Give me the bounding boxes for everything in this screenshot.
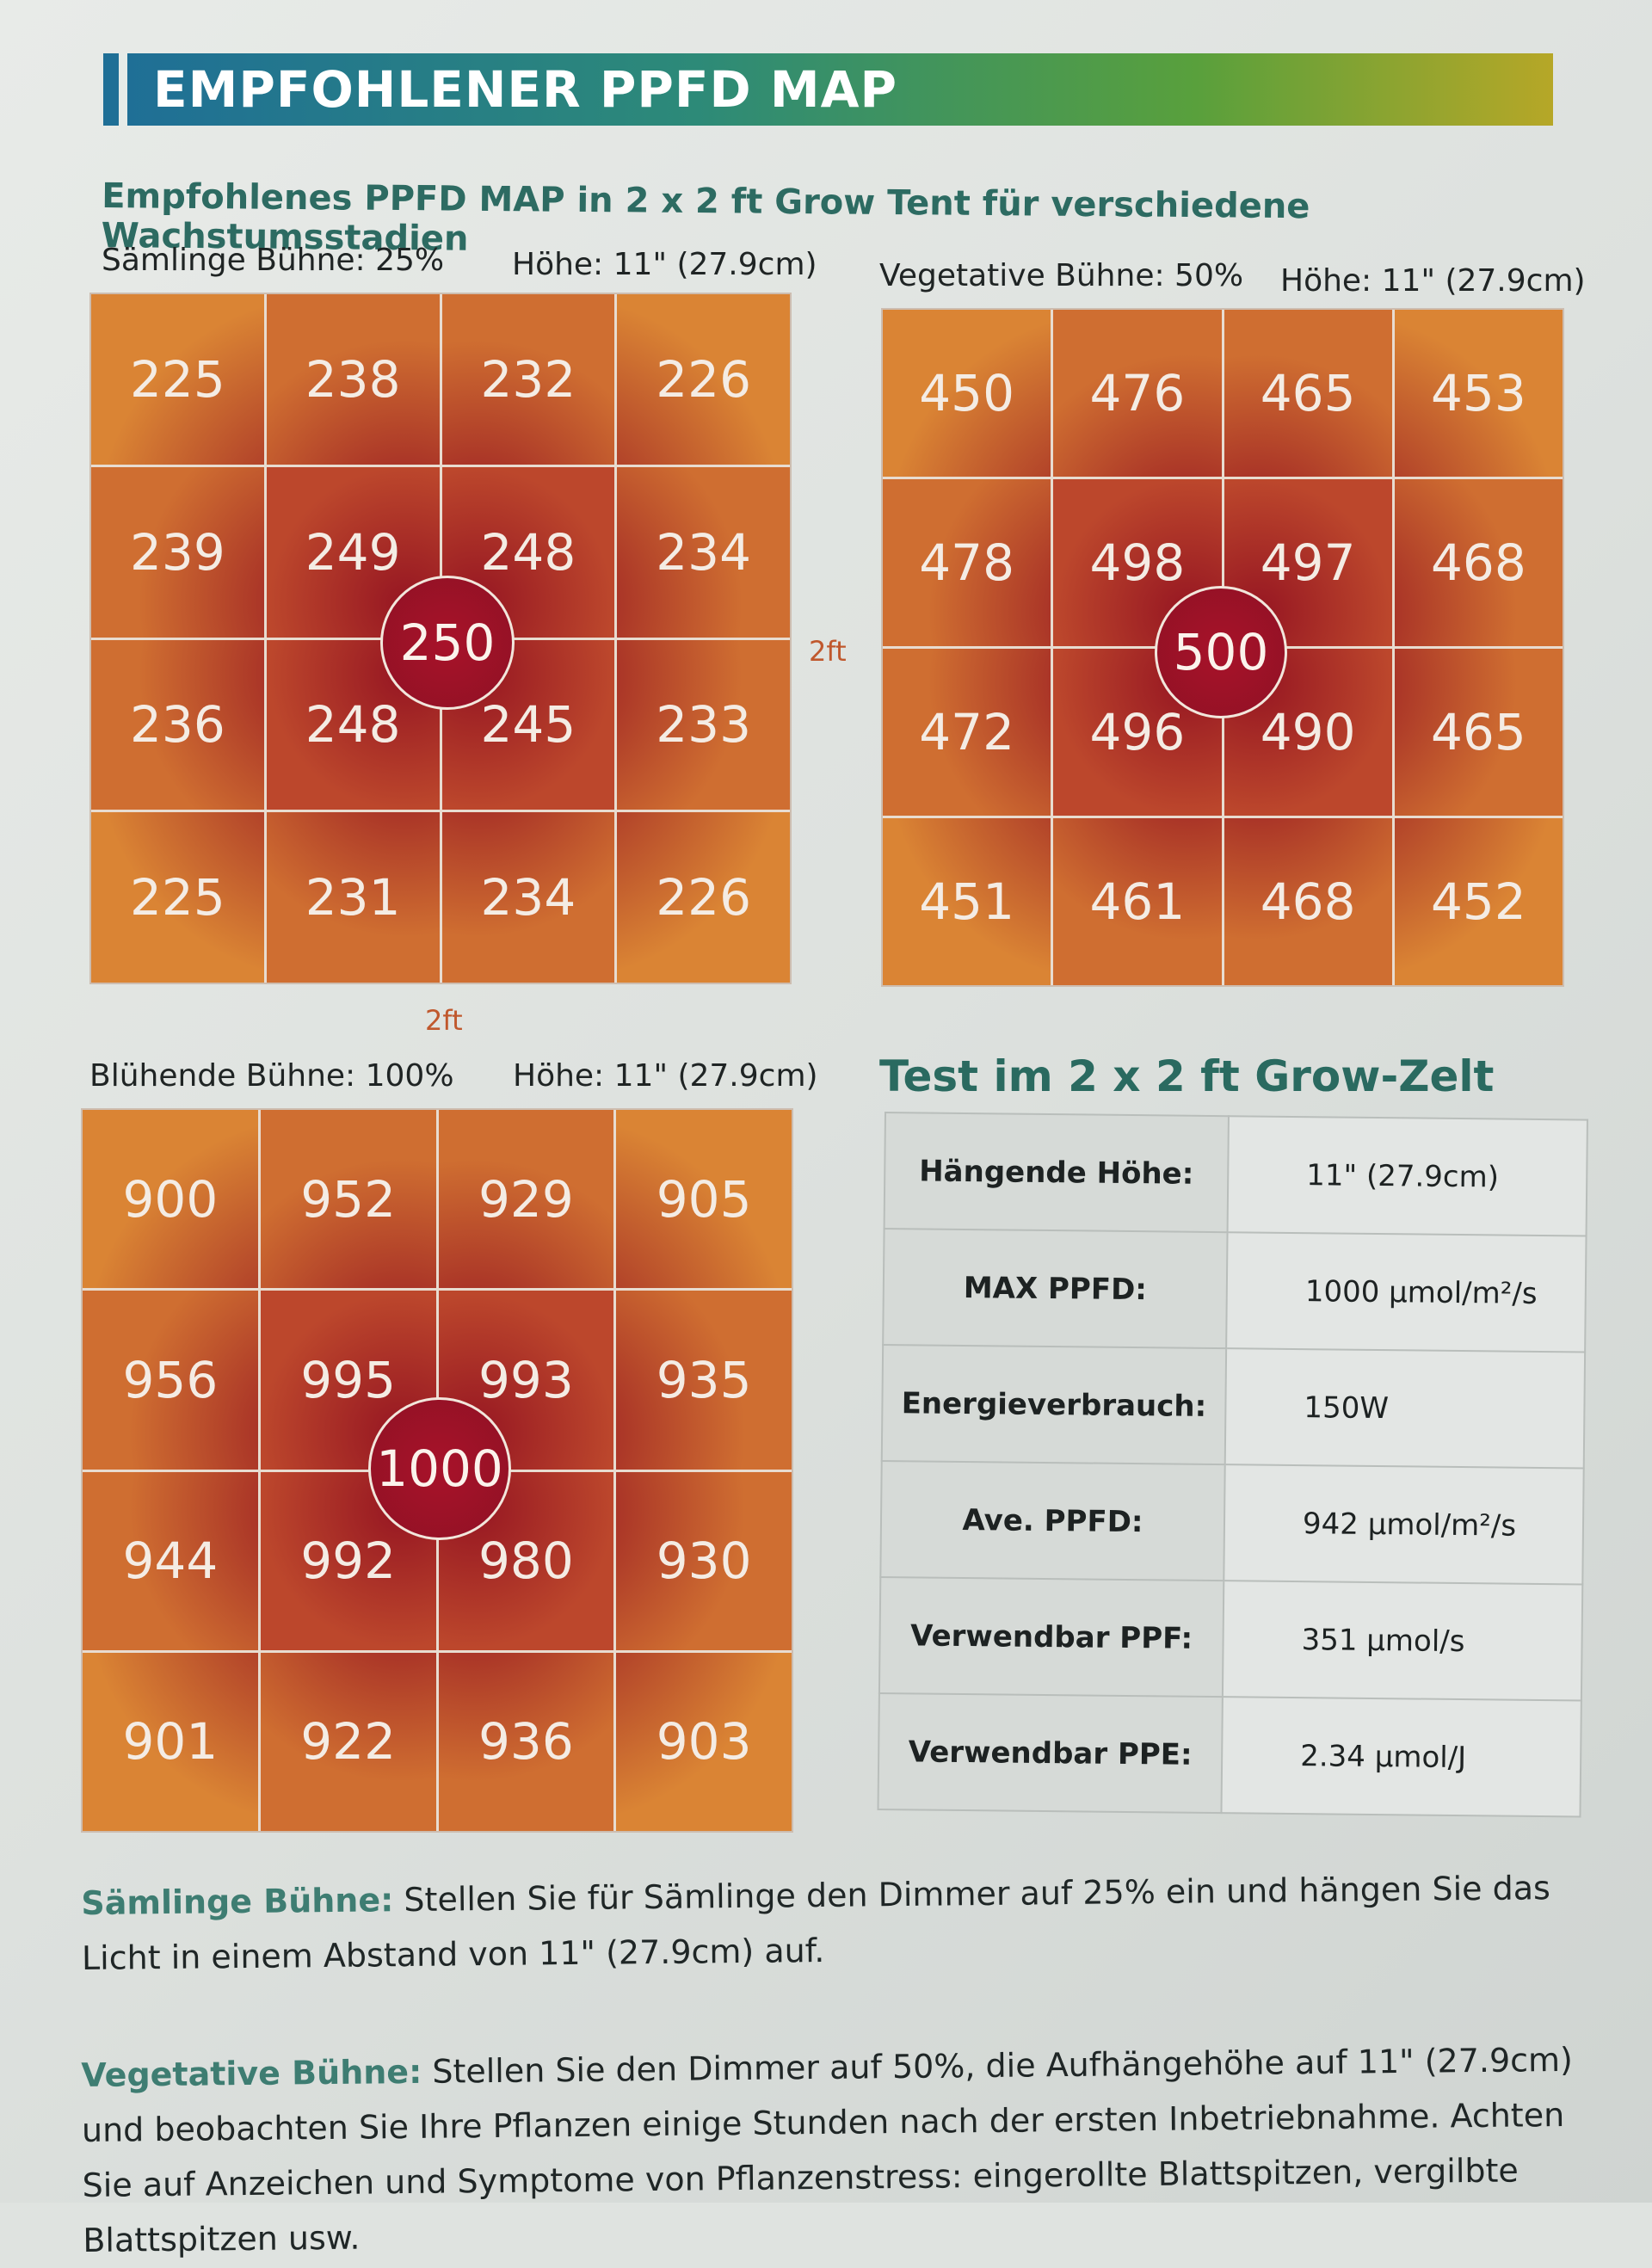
header-banner: EMPFOHLENER PPFD MAP [103,53,1553,126]
ppfd-map-seedling: 225 238 232 226 239 249 248 234 236 248 245 233 225 2… [91,294,790,983]
page-title: EMPFOHLENER PPFD MAP [153,60,897,119]
map-flowering-center-value: 1000 [368,1397,511,1540]
ppfd-cell: 903 [616,1652,792,1831]
ppfd-cell: 935 [616,1291,792,1470]
ppfd-cell: 231 [266,812,440,983]
spec-label: MAX PPFD: [883,1229,1228,1349]
spec-label: Ave. PPFD: [880,1460,1225,1581]
spec-row: Verwendbar PPE: 2.34 μmol/J [878,1692,1581,1817]
banner-gap-stripe [119,53,127,126]
map-vegetative-stage-label: Vegetative Bühne: 50% [879,258,1244,293]
ppfd-cell: 461 [1053,818,1222,985]
ppfd-cell: 497 [1224,479,1392,646]
paragraph-seedling-lead: Sämlinge Bühne: [81,1881,394,1922]
spec-label: Verwendbar PPF: [878,1576,1224,1698]
ppfd-cell: 234 [441,812,615,983]
paragraph-vegetative: Vegetative Bühne: Stellen Sie den Dimmer… [81,2032,1589,2268]
ppfd-cell: 468 [1394,479,1563,646]
ppfd-cell: 929 [438,1110,614,1289]
ppfd-cell: 226 [617,812,790,983]
spec-value: 351 μmol/s [1222,1581,1583,1701]
spec-value: 11" (27.9cm) [1227,1116,1587,1236]
spec-value: 1000 μmol/m²/s [1226,1232,1587,1353]
ppfd-cell: 900 [83,1110,258,1289]
ppfd-cell: 905 [616,1110,792,1289]
ppfd-cell: 236 [91,639,264,810]
ppfd-cell: 451 [883,818,1051,985]
ppfd-cell: 472 [883,649,1051,816]
dimension-width-label: 2ft [425,1004,463,1037]
ppfd-cell: 453 [1394,310,1563,477]
dimension-depth-label: 2ft [809,635,847,668]
ppfd-cell: 232 [441,294,615,465]
spec-row: Energieverbrauch: 150W [881,1344,1586,1469]
ppfd-cell: 952 [260,1110,436,1289]
ppfd-cell: 956 [83,1291,258,1470]
ppfd-cell: 944 [83,1471,258,1650]
ppfd-cell: 450 [883,310,1051,477]
test-specs-table: Hängende Höhe: 11" (27.9cm) MAX PPFD: 1000 … [877,1112,1587,1818]
ppfd-cell: 452 [1394,818,1563,985]
map-vegetative-center-value: 500 [1155,586,1287,718]
ppfd-cell: 995 [260,1291,436,1470]
banner-bar: EMPFOHLENER PPFD MAP [127,53,1553,126]
spec-row: MAX PPFD: 1000 μmol/m²/s [883,1229,1587,1353]
ppfd-cell: 478 [883,479,1051,646]
ppfd-cell: 226 [617,294,790,465]
ppfd-cell: 468 [1224,818,1392,985]
ppfd-cell: 901 [83,1652,258,1831]
ppfd-cell: 936 [438,1652,614,1831]
spec-row: Ave. PPFD: 942 μmol/m²/s [880,1460,1584,1585]
paragraph-vegetative-lead: Vegetative Bühne: [81,2052,422,2094]
map-seedling-height-label: Höhe: 11" (27.9cm) [512,247,817,282]
ppfd-cell: 465 [1224,310,1392,477]
spec-value: 150W [1224,1348,1586,1469]
spec-row: Hängende Höhe: 11" (27.9cm) [884,1112,1587,1236]
spec-row: Verwendbar PPF: 351 μmol/s [878,1576,1583,1701]
ppfd-cell: 239 [91,466,264,638]
ppfd-cell: 249 [266,466,440,638]
ppfd-cell: 238 [266,294,440,465]
spec-label: Verwendbar PPE: [878,1692,1223,1814]
banner-accent-stripe [103,53,119,126]
ppfd-cell: 922 [260,1652,436,1831]
ppfd-cell: 476 [1053,310,1222,477]
ppfd-cell: 465 [1394,649,1563,816]
ppfd-cell: 930 [616,1471,792,1650]
ppfd-cell: 233 [617,639,790,810]
paragraph-seedling: Sämlinge Bühne: Stellen Sie für Sämlinge… [81,1860,1587,1986]
test-section-title: Test im 2 x 2 ft Grow-Zelt [879,1051,1495,1101]
ppfd-cell: 225 [91,294,264,465]
map-flowering-stage-label: Blühende Bühne: 100% [89,1058,454,1094]
map-seedling-stage-label: Sämlinge Bühne: 25% [102,243,445,278]
ppfd-cell: 225 [91,812,264,983]
spec-label: Hängende Höhe: [884,1112,1229,1233]
spec-label: Energieverbrauch: [881,1344,1227,1465]
map-vegetative-height-label: Höhe: 11" (27.9cm) [1280,263,1586,299]
spec-value: 2.34 μmol/J [1221,1697,1581,1817]
map-seedling-center-value: 250 [380,576,515,710]
map-flowering-height-label: Höhe: 11" (27.9cm) [513,1058,818,1094]
spec-value: 942 μmol/m²/s [1224,1464,1584,1585]
ppfd-cell: 234 [617,466,790,638]
